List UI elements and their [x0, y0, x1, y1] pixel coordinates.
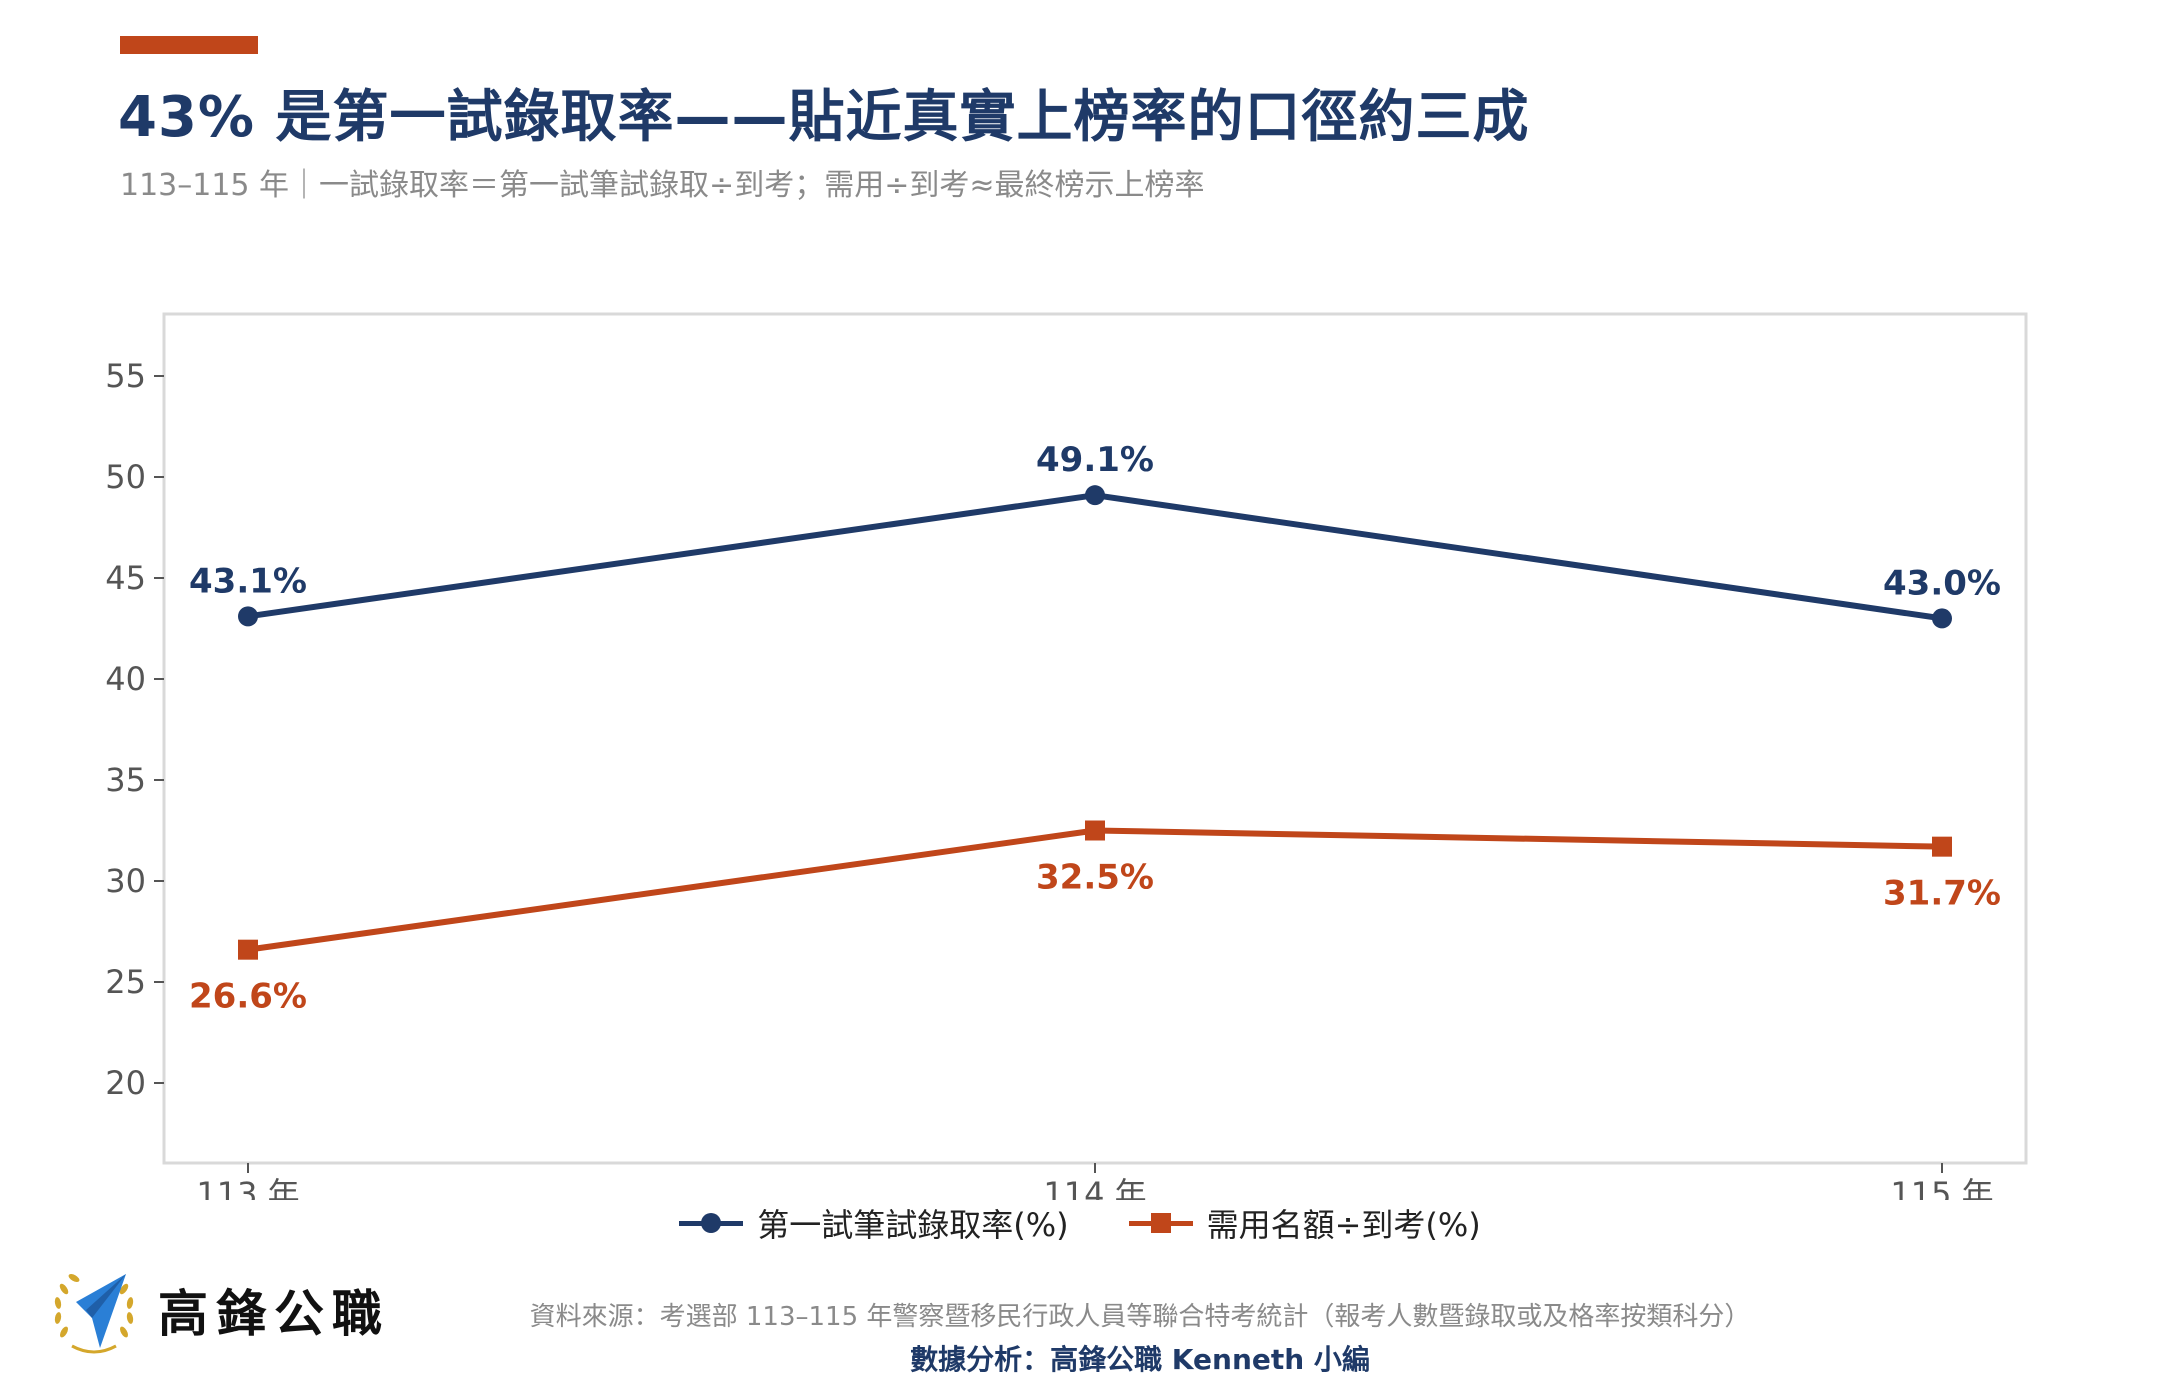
legend-label-series-1: 第一試筆試錄取率(%)	[757, 1206, 1069, 1244]
laurel-plane-icon	[54, 1274, 134, 1354]
data-label: 49.1%	[1036, 440, 1154, 480]
legend-item-series-1: 第一試筆試錄取率(%)	[679, 1200, 1069, 1246]
legend-swatch-series-2	[1128, 1209, 1193, 1237]
brand-name: 高鋒公職	[158, 1285, 390, 1343]
data-point	[1085, 820, 1105, 841]
data-label: 32.5%	[1036, 858, 1154, 898]
y-tick-label: 40	[105, 660, 146, 698]
chart-legend: 第一試筆試錄取率(%) 需用名額÷到考(%)	[0, 1200, 2160, 1246]
y-tick-label: 45	[105, 559, 146, 597]
y-tick-label: 35	[105, 761, 146, 799]
data-label: 26.6%	[189, 977, 307, 1017]
page-title: 43% 是第一試錄取率——貼近真實上榜率的口徑約三成	[118, 85, 1530, 150]
y-tick-label: 55	[105, 357, 146, 395]
y-tick-label: 50	[105, 458, 146, 496]
page-subtitle: 113–115 年｜一試錄取率＝第一試筆試錄取÷到考；需用÷到考≈最終榜示上榜率	[120, 168, 1205, 203]
x-tick-label: 114 年	[1043, 1175, 1146, 1200]
brand-logo: 高鋒公職	[46, 1262, 390, 1358]
analysis-credit: 數據分析：高鋒公職 Kenneth 小編	[910, 1343, 1370, 1376]
x-tick-label: 113 年	[196, 1175, 299, 1200]
data-label: 31.7%	[1883, 874, 2001, 914]
data-label: 43.0%	[1883, 563, 2001, 603]
y-tick-label: 20	[105, 1064, 146, 1102]
data-point	[1932, 608, 1952, 629]
data-label: 43.1%	[189, 561, 307, 601]
accent-bar	[120, 36, 258, 54]
legend-item-series-2: 需用名額÷到考(%)	[1128, 1200, 1481, 1246]
x-tick-label: 115 年	[1890, 1175, 1993, 1200]
data-point	[238, 606, 258, 627]
data-point	[1085, 485, 1105, 506]
series-line-1	[247, 492, 1943, 622]
legend-swatch-series-1	[679, 1209, 744, 1237]
data-source-note: 資料來源：考選部 113–115 年警察暨移民行政人員等聯合特考統計（報考人數暨…	[529, 1302, 1751, 1332]
y-tick-label: 30	[105, 862, 146, 900]
legend-label-series-2: 需用名額÷到考(%)	[1206, 1206, 1481, 1244]
data-point	[238, 939, 258, 960]
line-chart: 20 25 30 35 40 45 50 55 113 年 114 年 115 年 43.1% 49.1…	[105, 312, 2028, 1200]
data-point	[1932, 836, 1952, 857]
y-tick-label: 25	[105, 963, 146, 1001]
